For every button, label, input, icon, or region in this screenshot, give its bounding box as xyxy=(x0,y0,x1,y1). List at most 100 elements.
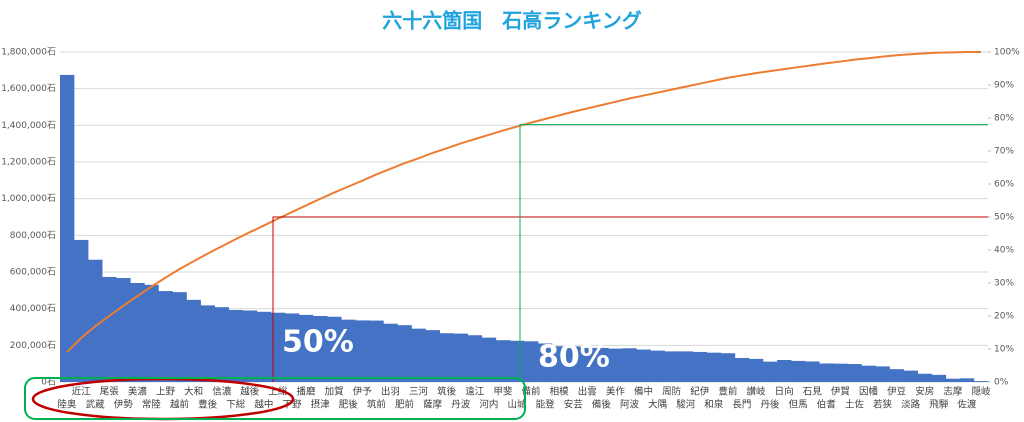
bar xyxy=(425,330,440,382)
y-tick-label: 800,000石 xyxy=(10,231,56,241)
x-tick-label: 三河 xyxy=(409,386,429,398)
x-tick-label: 下総 xyxy=(226,399,246,411)
x-tick-label: 日向 xyxy=(775,386,794,398)
bar xyxy=(552,346,567,382)
x-tick-label: 阿波 xyxy=(620,399,640,411)
x-tick-label: 安房 xyxy=(915,386,934,398)
bar xyxy=(214,307,230,382)
bar xyxy=(931,374,947,382)
bar xyxy=(917,373,933,382)
x-tick-label: 志摩 xyxy=(943,386,963,398)
bar xyxy=(973,381,989,382)
x-tick-label: 石見 xyxy=(803,387,823,398)
x-tick-label: 越後 xyxy=(240,386,260,398)
y-tick-label: 0石 xyxy=(41,378,56,388)
bar xyxy=(130,283,145,382)
x-tick-label: 丹後 xyxy=(761,399,781,411)
x-tick-label: 豊前 xyxy=(718,386,737,398)
y-tick-label: 1,000,000石 xyxy=(1,194,56,204)
x-tick-label: 若狭 xyxy=(873,399,893,411)
bar xyxy=(383,323,398,382)
bar xyxy=(580,347,595,382)
x-tick-label: 周防 xyxy=(662,386,682,398)
bar xyxy=(566,346,581,382)
x-tick-label: 備中 xyxy=(634,386,653,398)
bar xyxy=(256,311,272,382)
bar xyxy=(439,333,454,382)
bar xyxy=(369,320,384,382)
annotation: 80% xyxy=(538,340,610,375)
x-tick-label: 安芸 xyxy=(564,399,583,411)
bar xyxy=(88,259,103,382)
bar xyxy=(594,347,609,382)
y2-tick-label: 40% xyxy=(994,246,1014,256)
highlight-box xyxy=(24,377,526,420)
bar xyxy=(60,74,75,383)
x-tick-label: 陸奥 xyxy=(58,399,78,411)
bar xyxy=(242,310,258,382)
x-tick-label: 武蔵 xyxy=(86,399,106,411)
y-tick-label: 1,600,000石 xyxy=(1,84,56,94)
bar xyxy=(411,328,426,382)
bar xyxy=(889,369,904,382)
annotation: 50% xyxy=(282,325,354,360)
bar xyxy=(692,351,708,382)
bar xyxy=(636,349,651,382)
bar xyxy=(622,348,637,382)
x-tick-label: 摂津 xyxy=(311,399,331,411)
bar xyxy=(509,340,525,382)
bar xyxy=(903,370,918,382)
x-tick-label: 伊勢 xyxy=(114,399,134,411)
y2-tick-label: 0% xyxy=(994,378,1009,388)
bar xyxy=(228,309,244,382)
bar xyxy=(847,364,862,382)
bar xyxy=(945,378,961,382)
x-tick-label: 尾張 xyxy=(100,387,120,398)
x-tick-label: 備前 xyxy=(522,386,541,398)
bar xyxy=(650,350,665,382)
x-tick-label: 土佐 xyxy=(845,399,865,411)
y2-tick-label: 80% xyxy=(994,114,1014,124)
guide-80 xyxy=(519,124,988,382)
y-tick-label: 1,800,000石 xyxy=(1,48,56,58)
x-tick-label: 出雲 xyxy=(578,386,597,398)
x-tick-label: 筑後 xyxy=(437,386,457,398)
x-tick-label: 相模 xyxy=(550,386,570,398)
bar xyxy=(74,239,89,382)
x-tick-label: 駿河 xyxy=(676,399,696,411)
bar xyxy=(313,316,328,382)
y2-tick-label: 20% xyxy=(994,312,1014,322)
bar xyxy=(467,335,483,382)
x-tick-label: 紀伊 xyxy=(690,386,710,398)
bar xyxy=(805,361,820,382)
x-tick-label: 遠江 xyxy=(465,386,485,398)
y2-tick-label: 30% xyxy=(994,279,1014,289)
bar xyxy=(200,305,215,382)
bar xyxy=(538,343,553,382)
y2-tick-label: 50% xyxy=(994,213,1014,223)
bar xyxy=(495,340,511,382)
bar xyxy=(763,361,778,382)
bar xyxy=(186,299,201,382)
y-tick-label: 1,200,000石 xyxy=(1,158,56,168)
x-tick-label: 加賀 xyxy=(325,386,344,398)
y2-tick-label: 10% xyxy=(994,345,1014,355)
bar xyxy=(172,292,187,382)
x-tick-label: 伊豆 xyxy=(887,386,906,398)
x-tick-label: 播磨 xyxy=(297,386,317,398)
x-tick-label: 豊後 xyxy=(198,399,218,411)
x-tick-label: 山城 xyxy=(507,400,527,411)
bar xyxy=(875,366,890,382)
y-tick-label: 1,400,000石 xyxy=(1,121,56,131)
y2-tick-label: 70% xyxy=(994,147,1014,157)
x-tick-label: 因幡 xyxy=(859,386,879,398)
y-tick-label: 400,000石 xyxy=(10,304,56,314)
bar xyxy=(158,291,173,382)
x-tick-label: 越前 xyxy=(170,399,189,411)
bar xyxy=(720,353,736,382)
x-tick-label: 大隅 xyxy=(648,399,667,411)
bar xyxy=(664,351,679,382)
bar xyxy=(777,360,792,382)
bar xyxy=(116,278,131,382)
bar xyxy=(861,365,876,382)
